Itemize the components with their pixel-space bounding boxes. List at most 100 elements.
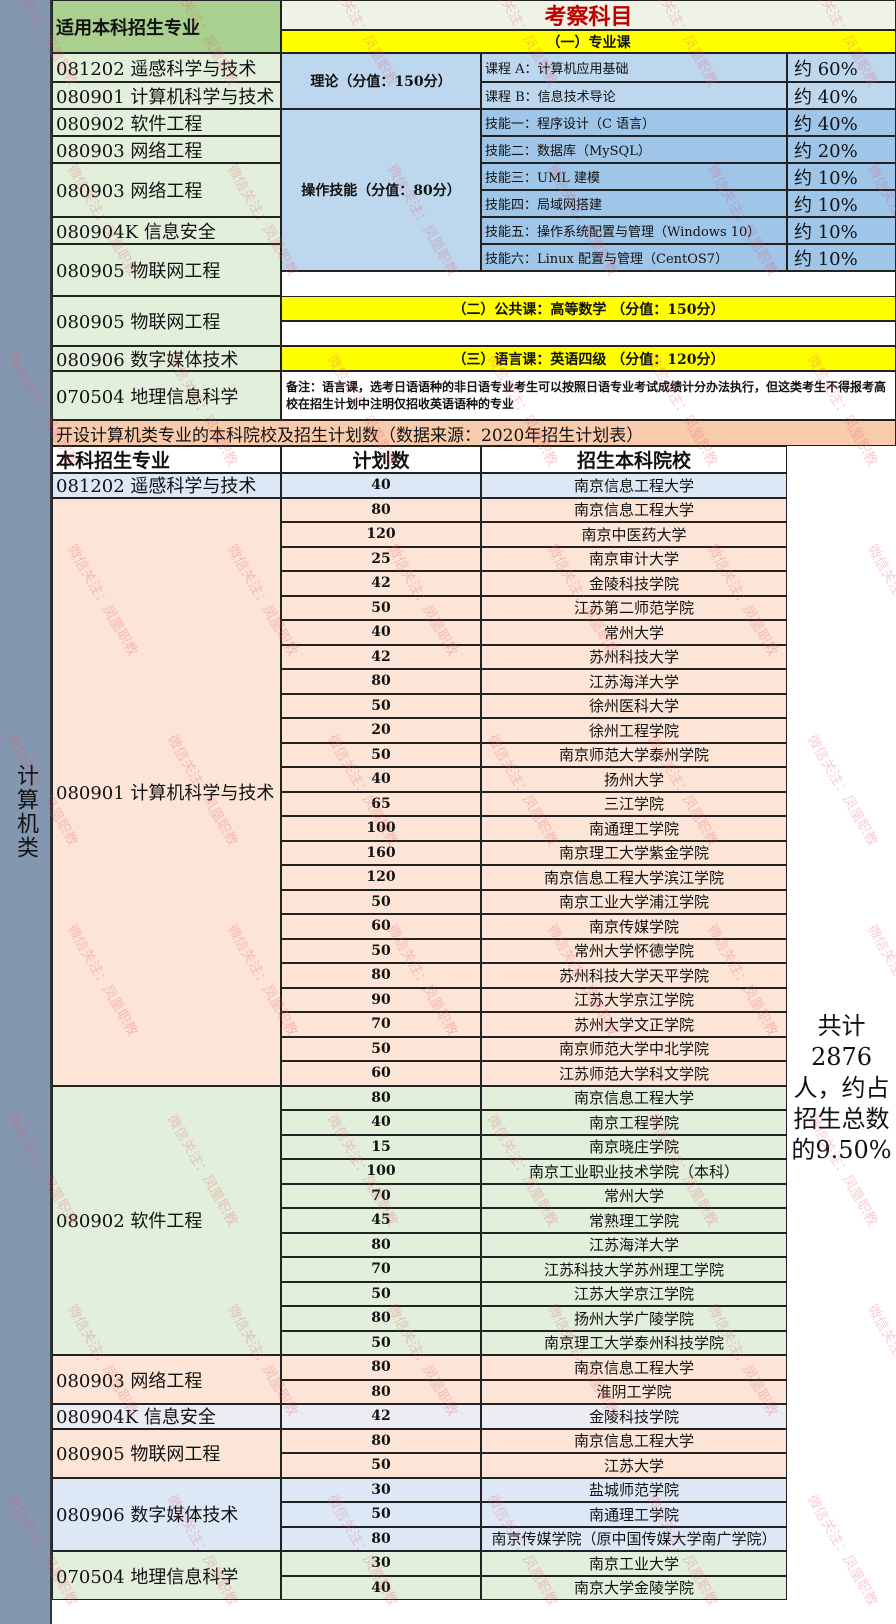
- course-percent: 约 40%: [787, 82, 896, 109]
- school-name: 南京中医药大学: [481, 522, 787, 547]
- school-name: 常州大学怀德学院: [481, 938, 787, 963]
- school-name: 苏州科技大学: [481, 644, 787, 669]
- col-header-major: 适用本科招生专业: [52, 0, 281, 53]
- school-name: 南京理工大学紫金学院: [481, 840, 787, 865]
- top-major: 080904K 信息安全: [52, 217, 281, 244]
- plan-count: 20: [281, 718, 481, 743]
- plan-count: 80: [281, 1526, 481, 1551]
- major-cell: 080901 计算机科学与技术: [52, 497, 281, 1086]
- banner: 开设计算机类专业的本科院校及招生计划数（数据来源：2020年招生计划表）: [52, 420, 896, 446]
- school-name: 金陵科技学院: [481, 571, 787, 596]
- section-language: （三）语言课：英语四级 （分值：120分）: [281, 346, 896, 371]
- school-name: 金陵科技学院: [481, 1404, 787, 1429]
- plan-count: 60: [281, 914, 481, 939]
- category-label: 计算机类: [0, 0, 52, 1624]
- school-name: 江苏师范大学科文学院: [481, 1061, 787, 1086]
- school-name: 淮阴工学院: [481, 1379, 787, 1404]
- course-name: 课程 A：计算机应用基础: [481, 53, 787, 82]
- plan-count: 90: [281, 987, 481, 1012]
- plan-count: 42: [281, 644, 481, 669]
- major-cell: 080905 物联网工程: [52, 1428, 281, 1478]
- course-name: 技能一：程序设计（C 语言）: [481, 109, 787, 136]
- blank-row: [281, 271, 896, 296]
- school-name: 南京晓庄学院: [481, 1134, 787, 1159]
- plan-count: 80: [281, 963, 481, 988]
- school-name: 南京传媒学院: [481, 914, 787, 939]
- top-major: 080906 数字媒体技术: [52, 346, 281, 371]
- school-name: 常州大学: [481, 1183, 787, 1208]
- major-cell: 080904K 信息安全: [52, 1404, 281, 1429]
- plan-count: 80: [281, 1232, 481, 1257]
- school-name: 江苏科技大学苏州理工学院: [481, 1257, 787, 1282]
- school-name: 南京工程学院: [481, 1110, 787, 1135]
- course-percent: 约 40%: [787, 109, 896, 136]
- top-major: 070504 地理信息科学: [52, 371, 281, 420]
- plan-count: 40: [281, 473, 481, 498]
- course-percent: 约 10%: [787, 217, 896, 244]
- school-name: 江苏大学京江学院: [481, 987, 787, 1012]
- plan-count: 40: [281, 620, 481, 645]
- school-name: 南京工业大学: [481, 1551, 787, 1576]
- top-major: 080902 软件工程: [52, 109, 281, 136]
- course-name: 技能五：操作系统配置与管理（Windows 10）: [481, 217, 787, 244]
- school-name: 南京师范大学泰州学院: [481, 742, 787, 767]
- header-major: 本科招生专业: [52, 446, 281, 473]
- plan-count: 70: [281, 1012, 481, 1037]
- school-name: 江苏海洋大学: [481, 669, 787, 694]
- school-name: 徐州工程学院: [481, 718, 787, 743]
- top-major: 081202 遥感科学与技术: [52, 53, 281, 82]
- top-major: 080901 计算机科学与技术: [52, 82, 281, 109]
- plan-count: 80: [281, 1355, 481, 1380]
- top-major: 080905 物联网工程: [52, 296, 281, 346]
- plan-count: 50: [281, 1502, 481, 1527]
- school-name: 南京工业大学浦江学院: [481, 889, 787, 914]
- school-name: 南京传媒学院（原中国传媒大学南广学院）: [481, 1526, 787, 1551]
- school-name: 徐州医科大学: [481, 693, 787, 718]
- course-name: 技能六：Linux 配置与管理（CentOS7）: [481, 244, 787, 271]
- school-name: 南京工业职业技术学院（本科）: [481, 1159, 787, 1184]
- plan-count: 100: [281, 816, 481, 841]
- school-name: 盐城师范学院: [481, 1477, 787, 1502]
- school-name: 南京信息工程大学: [481, 473, 787, 498]
- major-cell: 080903 网络工程: [52, 1355, 281, 1404]
- school-name: 扬州大学广陵学院: [481, 1306, 787, 1331]
- skills-label: 操作技能（分值：80分）: [281, 109, 481, 271]
- school-name: 南京信息工程大学: [481, 1355, 787, 1380]
- plan-count: 50: [281, 1330, 481, 1355]
- school-name: 常熟理工学院: [481, 1208, 787, 1233]
- school-name: 三江学院: [481, 791, 787, 816]
- plan-count: 80: [281, 1428, 481, 1453]
- plan-count: 40: [281, 767, 481, 792]
- top-major: 080903 网络工程: [52, 136, 281, 163]
- school-name: 南京理工大学泰州科技学院: [481, 1330, 787, 1355]
- plan-count: 42: [281, 571, 481, 596]
- course-percent: 约 20%: [787, 136, 896, 163]
- section-professional: （一）专业课: [281, 30, 896, 53]
- plan-count: 25: [281, 546, 481, 571]
- course-percent: 约 10%: [787, 190, 896, 217]
- school-name: 江苏第二师范学院: [481, 595, 787, 620]
- plan-count: 70: [281, 1257, 481, 1282]
- course-name: 技能三：UML 建模: [481, 163, 787, 190]
- school-name: 常州大学: [481, 620, 787, 645]
- school-name: 苏州大学文正学院: [481, 1012, 787, 1037]
- school-name: 南通理工学院: [481, 816, 787, 841]
- plan-count: 30: [281, 1551, 481, 1576]
- school-name: 南京审计大学: [481, 546, 787, 571]
- course-percent: 约 60%: [787, 53, 896, 82]
- course-percent: 约 10%: [787, 244, 896, 271]
- plan-count: 80: [281, 1085, 481, 1110]
- major-cell: 081202 遥感科学与技术: [52, 473, 281, 498]
- plan-count: 50: [281, 693, 481, 718]
- school-name: 南京信息工程大学滨江学院: [481, 865, 787, 890]
- plan-count: 50: [281, 889, 481, 914]
- plan-count: 80: [281, 1306, 481, 1331]
- note: 备注：语言课，选考日语语种的非日语专业考生可以按照日语专业考试成绩计分办法执行，…: [281, 371, 896, 420]
- plan-count: 70: [281, 1183, 481, 1208]
- school-name: 扬州大学: [481, 767, 787, 792]
- plan-count: 15: [281, 1134, 481, 1159]
- subjects-title: 考察科目: [281, 0, 896, 30]
- plan-count: 40: [281, 1110, 481, 1135]
- plan-count: 80: [281, 497, 481, 522]
- course-percent: 约 10%: [787, 163, 896, 190]
